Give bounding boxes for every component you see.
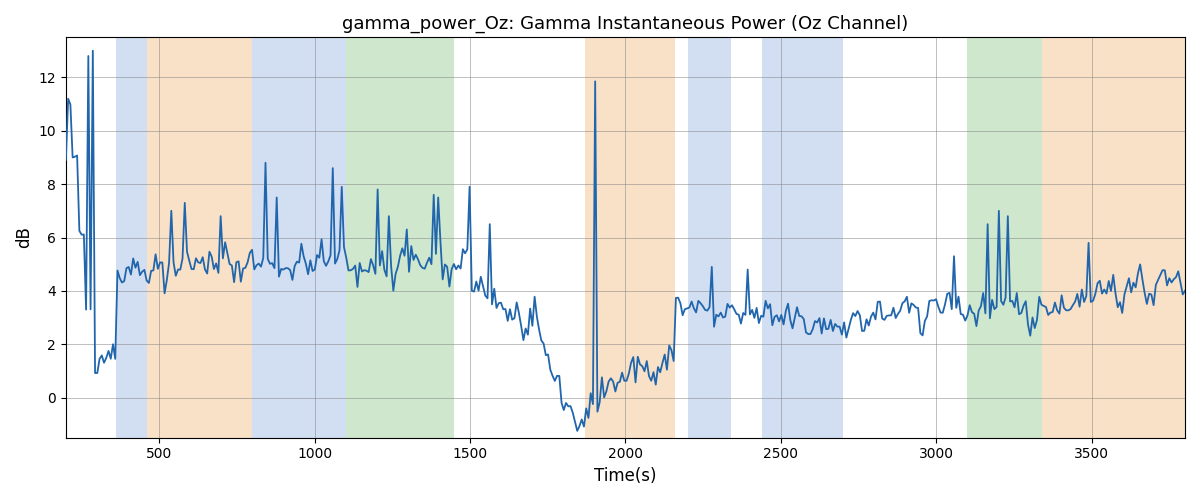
- Bar: [967, 38, 1042, 438]
- Title: gamma_power_Oz: Gamma Instantaneous Power (Oz Channel): gamma_power_Oz: Gamma Instantaneous Powe…: [342, 15, 908, 34]
- Bar: [688, 38, 731, 438]
- Bar: [146, 38, 252, 438]
- Bar: [252, 38, 346, 438]
- Bar: [1042, 38, 1184, 438]
- Bar: [115, 38, 146, 438]
- Y-axis label: dB: dB: [16, 226, 34, 248]
- Bar: [762, 38, 844, 438]
- Bar: [346, 38, 455, 438]
- Bar: [586, 38, 676, 438]
- X-axis label: Time(s): Time(s): [594, 467, 656, 485]
